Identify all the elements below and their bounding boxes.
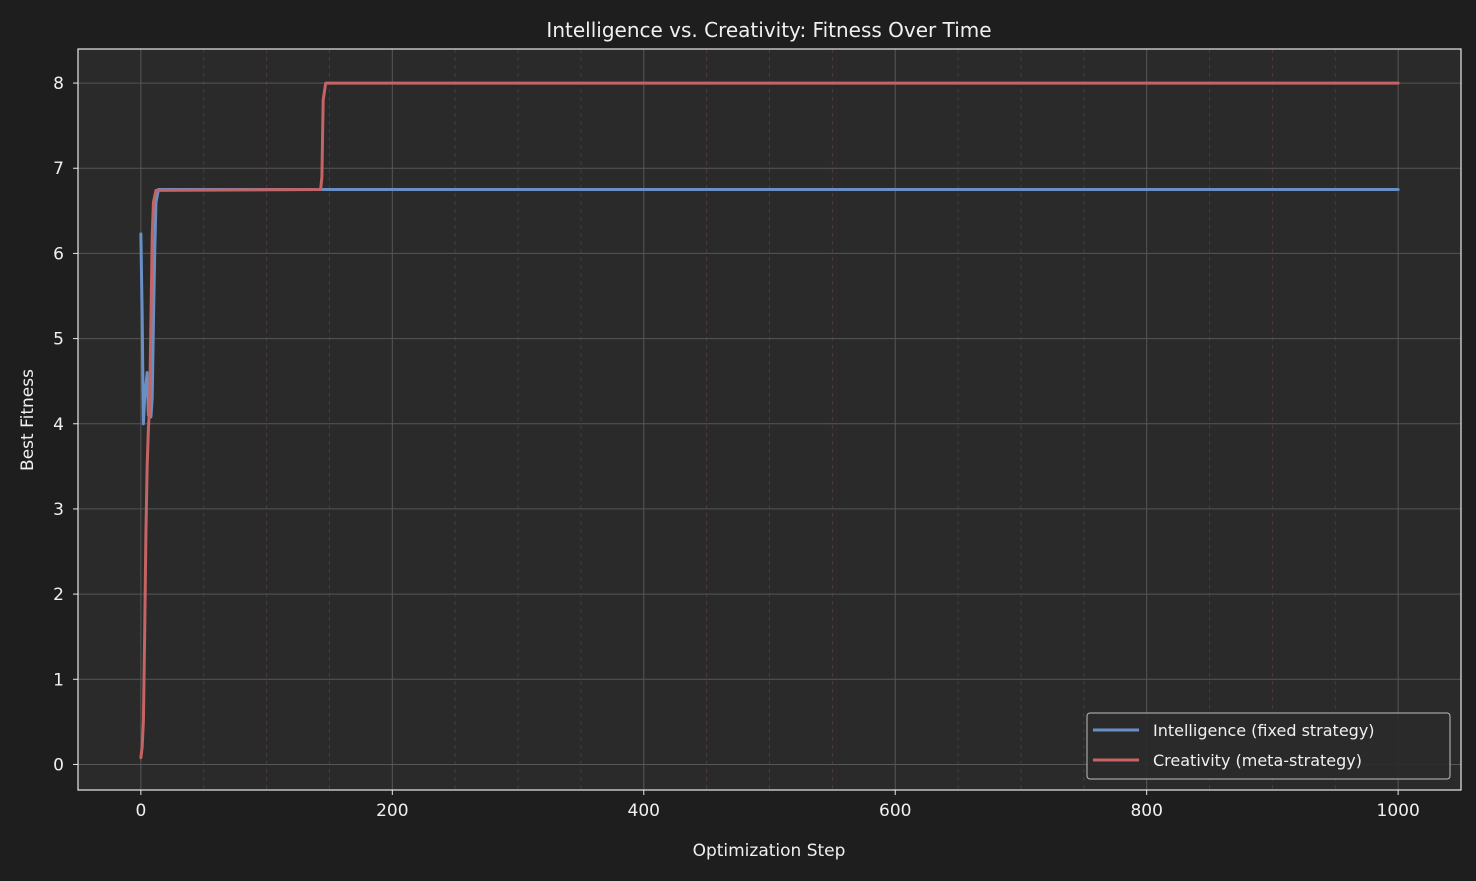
x-tick-label: 200: [376, 801, 408, 821]
legend: Intelligence (fixed strategy) Creativity…: [1086, 712, 1451, 780]
minor-grid: [203, 49, 1336, 790]
y-axis-label: Best Fitness: [18, 369, 38, 471]
legend-label-intelligence: Intelligence (fixed strategy): [1153, 721, 1375, 740]
x-tick-label: 800: [1130, 801, 1162, 821]
x-tick-label: 600: [879, 801, 911, 821]
y-tick-label: 8: [53, 74, 64, 94]
x-axis-ticks: 0 200 400 600 800 1000: [135, 790, 1420, 821]
y-tick-label: 7: [53, 159, 64, 179]
x-tick-label: 400: [628, 801, 660, 821]
chart-title: Intelligence vs. Creativity: Fitness Ove…: [546, 18, 991, 42]
legend-box: [1086, 712, 1451, 780]
y-tick-label: 0: [53, 755, 64, 775]
series-line-creativity: [139, 81, 1400, 760]
y-tick-label: 6: [53, 244, 64, 264]
series-line-intelligence: [139, 188, 1400, 426]
x-tick-label: 0: [135, 801, 146, 821]
x-axis-label: Optimization Step: [693, 841, 846, 861]
y-axis-ticks: 0 1 2 3 4 5 6 7 8: [53, 74, 78, 775]
plot-frame: [77, 48, 1462, 791]
y-tick-label: 3: [53, 500, 64, 520]
major-grid: [78, 49, 1461, 790]
legend-label-creativity: Creativity (meta-strategy): [1153, 751, 1362, 770]
y-tick-label: 1: [53, 670, 64, 690]
series-layer: [139, 81, 1400, 760]
y-tick-label: 4: [53, 415, 64, 435]
y-tick-label: 5: [53, 330, 64, 350]
y-tick-label: 2: [53, 585, 64, 605]
x-tick-label: 1000: [1377, 801, 1420, 821]
